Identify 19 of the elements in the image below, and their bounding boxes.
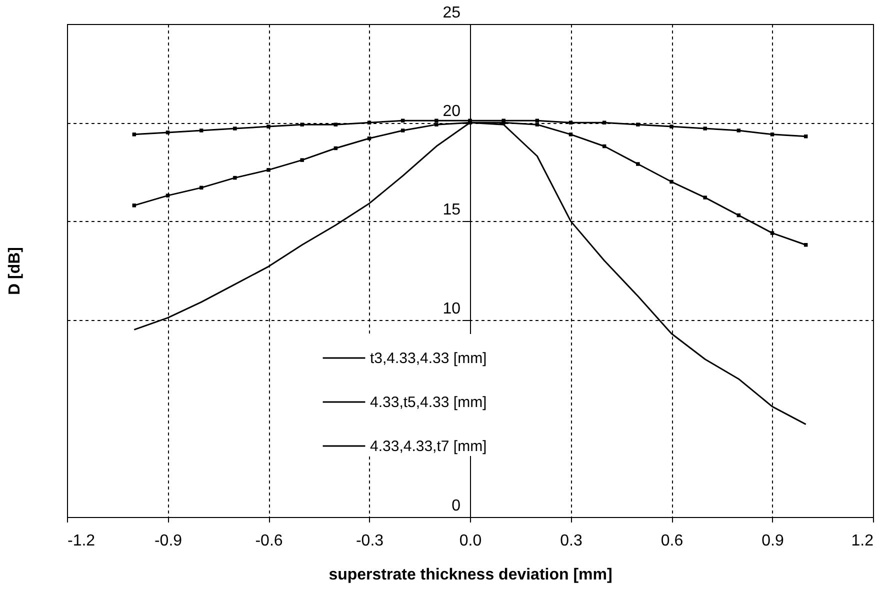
x-tick-label: -0.3: [356, 532, 384, 550]
legend-label: t3,4.33,4.33 [mm]: [370, 350, 487, 367]
x-tick-label: -0.6: [255, 532, 283, 550]
y-tick-label: 10: [442, 300, 461, 318]
y-tick-label: 0: [452, 498, 461, 514]
x-tick-label: 0.6: [660, 532, 684, 550]
y-tick-label: 25: [442, 4, 461, 22]
x-tick-label: 0.9: [762, 532, 784, 550]
x-axis-title: superstrate thickness deviation [mm]: [328, 566, 612, 584]
y-tick-label: 20: [442, 103, 461, 120]
x-tick-label: -1.2: [68, 532, 96, 550]
legend-label: 4.33,4.33,t7 [mm]: [370, 438, 487, 455]
legend-label: 4.33,t5,4.33 [mm]: [370, 394, 487, 411]
y-tick-label: 15: [442, 202, 461, 219]
x-tick-label: 0.0: [459, 532, 482, 550]
y-axis-title: D [dB]: [6, 247, 24, 295]
x-tick-label: 1.2: [851, 532, 874, 550]
x-tick-label: 0.3: [560, 532, 582, 550]
x-tick-label: -0.9: [154, 532, 182, 550]
